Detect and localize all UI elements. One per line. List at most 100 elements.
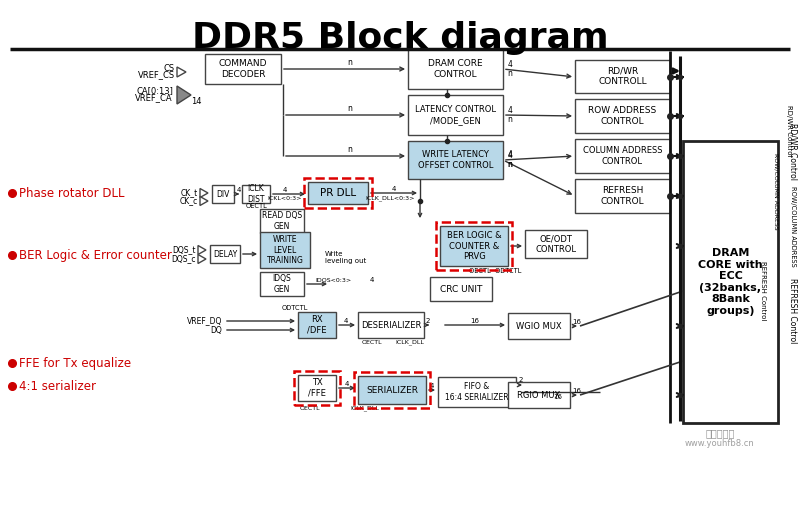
Text: ICLK
DIST: ICLK DIST [247,184,265,204]
Text: WRITE
LEVEL
TRAINING: WRITE LEVEL TRAINING [266,235,303,265]
Text: n: n [347,58,353,66]
Text: OECTL  ODTCTL: OECTL ODTCTL [469,268,521,274]
Polygon shape [198,254,206,264]
Text: n: n [507,159,513,169]
Text: 16: 16 [554,394,562,400]
Text: DQS_c: DQS_c [171,254,196,264]
FancyBboxPatch shape [440,226,508,266]
Text: TX
/FFE: TX /FFE [308,378,326,398]
Text: 几鱼风景网: 几鱼风景网 [706,428,734,438]
Text: CS: CS [164,63,175,73]
Text: CRC UNIT: CRC UNIT [440,285,482,293]
Text: 2: 2 [519,377,523,383]
Text: n: n [347,145,353,153]
Text: ICKL<0:3>: ICKL<0:3> [268,196,302,200]
Text: n: n [347,104,353,112]
Text: ICLK_DLL: ICLK_DLL [350,405,379,411]
Text: ODTCTL: ODTCTL [282,305,308,311]
FancyBboxPatch shape [525,230,587,258]
FancyBboxPatch shape [408,95,503,135]
Text: 4: 4 [370,277,374,283]
Text: DESERIALIZER: DESERIALIZER [361,320,421,330]
Text: BER LOGIC &
COUNTER &
PRVG: BER LOGIC & COUNTER & PRVG [446,231,502,261]
FancyBboxPatch shape [358,312,424,338]
Text: CA[0:13]: CA[0:13] [136,86,173,96]
Text: OECTL: OECTL [245,203,267,209]
Text: 4: 4 [345,381,349,387]
Text: PR DLL: PR DLL [320,188,356,198]
FancyBboxPatch shape [242,185,270,203]
FancyBboxPatch shape [260,209,304,233]
Polygon shape [200,189,208,197]
FancyBboxPatch shape [575,139,670,173]
Text: LATENCY CONTROL
/MODE_GEN: LATENCY CONTROL /MODE_GEN [415,105,496,125]
Text: 2: 2 [426,318,430,324]
Text: BER Logic & Error counter: BER Logic & Error counter [19,248,172,262]
Text: DIV: DIV [216,190,230,198]
Text: 4: 4 [507,105,513,114]
Text: RX
/DFE: RX /DFE [307,315,326,335]
FancyBboxPatch shape [298,312,336,338]
Text: COLUMN ADDRESS
CONTROL: COLUMN ADDRESS CONTROL [582,146,662,166]
Text: 4: 4 [507,59,513,68]
Text: CK_c: CK_c [180,197,198,205]
Polygon shape [200,197,208,205]
Text: 16: 16 [573,388,582,394]
Text: OE/ODT
CONTROL: OE/ODT CONTROL [535,235,577,253]
Text: DRAM CORE
CONTROL: DRAM CORE CONTROL [428,59,483,79]
Text: DRAM
CORE with
ECC
(32banks,
8Bank
groups): DRAM CORE with ECC (32banks, 8Bank group… [698,248,763,316]
Polygon shape [198,245,206,254]
Text: RGIO MUX: RGIO MUX [518,390,561,400]
FancyBboxPatch shape [508,382,570,408]
Text: DQS_t: DQS_t [173,245,196,254]
Text: WRITE LATENCY
OFFSET CONTROL: WRITE LATENCY OFFSET CONTROL [418,150,493,170]
FancyBboxPatch shape [408,49,503,89]
FancyBboxPatch shape [212,185,234,203]
Text: 4: 4 [392,186,396,192]
Text: DQ: DQ [210,326,222,335]
Text: ICLK_DLL: ICLK_DLL [395,339,424,345]
Text: REFRESH Control: REFRESH Control [760,261,766,321]
Text: REFRESH Control: REFRESH Control [789,278,798,344]
Text: n: n [507,159,513,169]
Polygon shape [177,86,191,104]
Text: DDR5 Block diagram: DDR5 Block diagram [192,21,608,55]
Text: VREF_DQ: VREF_DQ [186,316,222,326]
FancyBboxPatch shape [575,179,670,213]
Text: VREF_CA: VREF_CA [135,94,173,103]
FancyBboxPatch shape [408,141,503,179]
Text: REFRESH
CONTROL: REFRESH CONTROL [601,187,644,206]
Text: 16: 16 [573,319,582,325]
Text: IDQS
GEN: IDQS GEN [273,274,291,294]
FancyBboxPatch shape [210,245,240,263]
Text: OECTL: OECTL [300,406,320,410]
Text: COMMAND
DECODER: COMMAND DECODER [218,59,267,79]
Text: n: n [507,114,513,124]
FancyBboxPatch shape [430,277,492,301]
FancyBboxPatch shape [683,141,778,423]
Text: 4:1 serializer: 4:1 serializer [19,380,96,392]
Text: Phase rotator DLL: Phase rotator DLL [19,187,125,199]
FancyBboxPatch shape [260,272,304,296]
Text: ROW/COLUMN ADDRESS: ROW/COLUMN ADDRESS [790,185,796,266]
Polygon shape [177,67,186,77]
Text: 4: 4 [237,187,241,193]
FancyBboxPatch shape [358,376,426,404]
Text: 16: 16 [470,318,479,324]
Text: 4: 4 [344,318,348,324]
FancyBboxPatch shape [438,377,516,407]
Text: ROW/COLUMN ADDRESS: ROW/COLUMN ADDRESS [774,153,778,229]
Text: FFE for Tx equalize: FFE for Tx equalize [19,357,131,369]
Text: 4: 4 [430,383,434,389]
FancyBboxPatch shape [508,313,570,339]
Text: n: n [507,68,513,78]
FancyBboxPatch shape [298,375,336,401]
Text: 4: 4 [507,151,513,159]
FancyBboxPatch shape [575,60,670,93]
Text: ROW ADDRESS
CONTROL: ROW ADDRESS CONTROL [588,106,657,126]
FancyBboxPatch shape [575,99,670,133]
Text: VREF_CS: VREF_CS [138,71,175,80]
FancyBboxPatch shape [205,54,281,84]
Text: SERIALIZER: SERIALIZER [366,385,418,394]
Text: RD/WR Control: RD/WR Control [789,123,798,179]
